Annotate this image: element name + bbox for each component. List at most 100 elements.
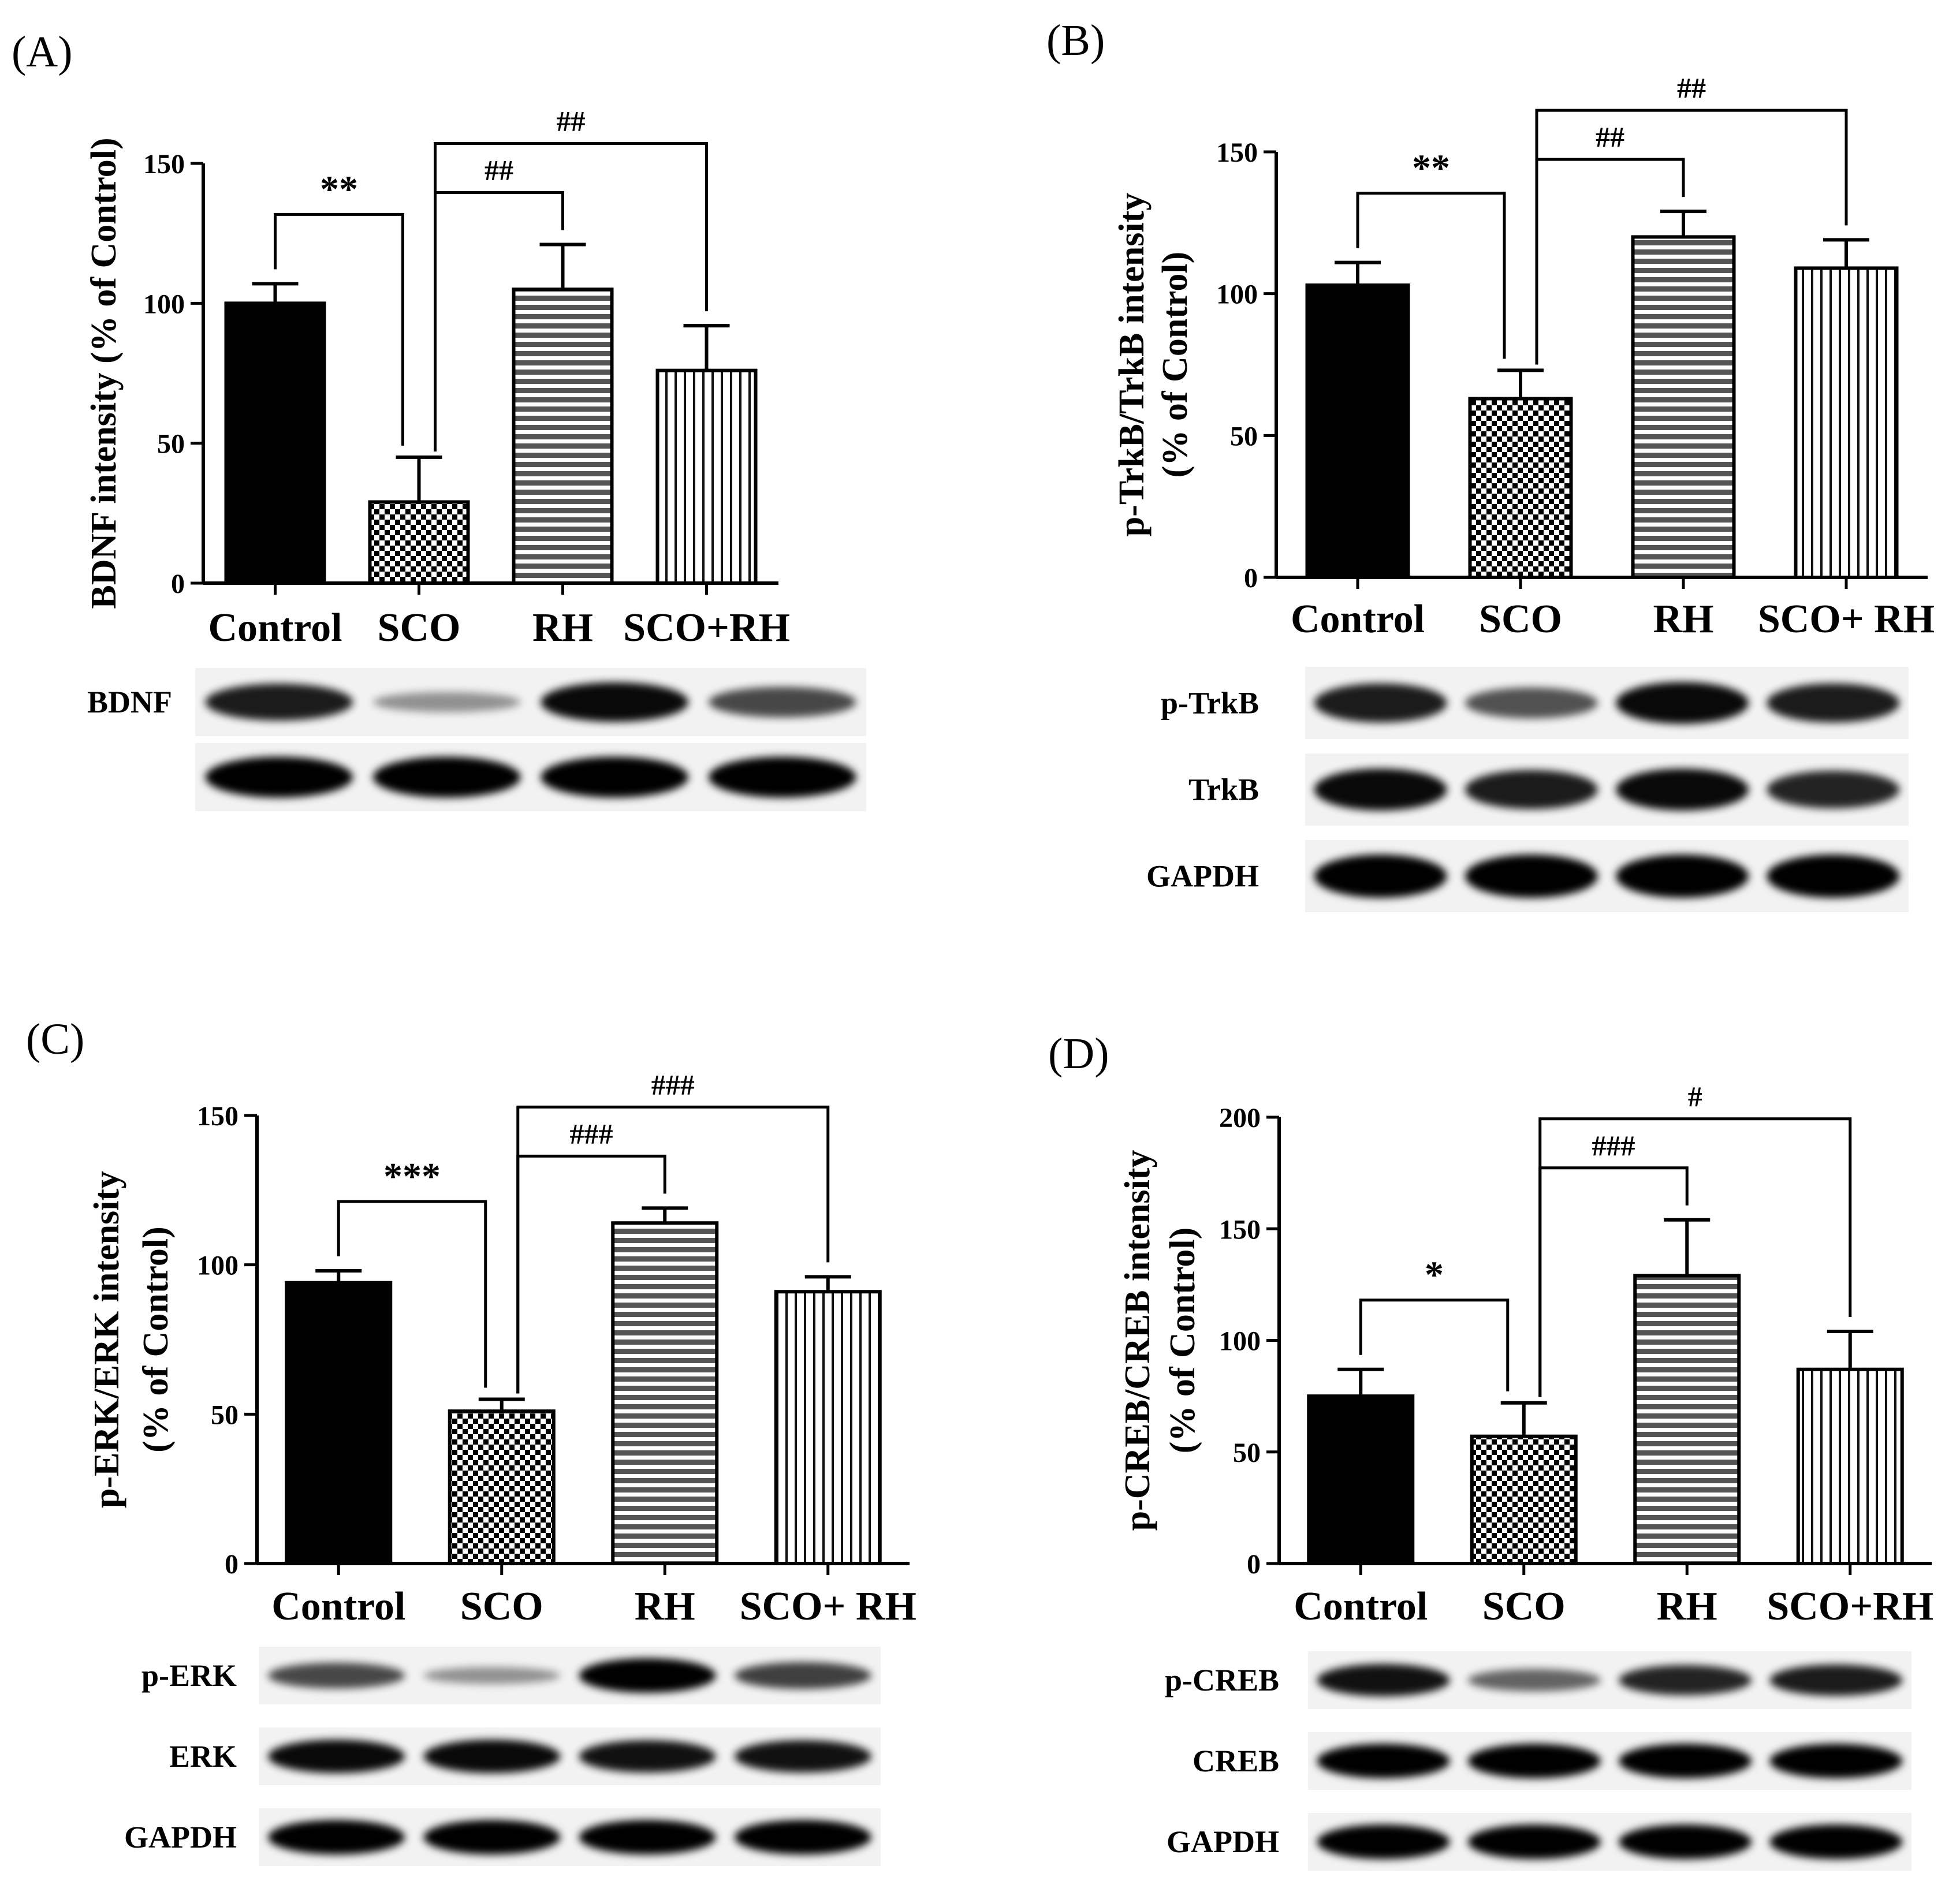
y-tick-label: 150 [1216, 137, 1258, 168]
panel-label: (A) [12, 28, 73, 76]
significance-label: ### [1592, 1129, 1635, 1162]
blot-band [1317, 1663, 1450, 1697]
x-tick-label: SCO+ RH [740, 1584, 916, 1629]
y-tick-label: 0 [171, 569, 185, 599]
blot-band [205, 683, 353, 721]
x-tick-label: SCO+RH [1767, 1584, 1933, 1629]
x-tick-label: SCO [460, 1584, 543, 1629]
blot-band [1767, 770, 1900, 809]
y-tick-label: 100 [197, 1251, 239, 1281]
y-tick-label: 0 [225, 1549, 239, 1580]
x-tick-label: RH [1657, 1584, 1717, 1629]
blot-band [1767, 683, 1900, 723]
bar-sco [1470, 1434, 1578, 1566]
bar-control [1305, 283, 1410, 579]
bar-control [224, 301, 326, 585]
significance-bracket [1359, 1299, 1510, 1391]
panel-d: (D) p-CREB/CREB intensity (% of Control) 0 5… [1048, 1029, 1933, 1871]
x-tick-label: RH [1653, 597, 1714, 641]
significance-label: ## [485, 154, 513, 186]
x-tick-label: Control [1291, 597, 1425, 641]
y-axis-label: p-TrkB/TrkB intensity [1112, 193, 1152, 536]
blot-band [1616, 855, 1749, 898]
panel-a: (A) BDNF intensity (% of Control) 0 50 100 15… [12, 28, 866, 811]
x-tick-label: SCO+RH [623, 606, 790, 650]
y-tick-label: 100 [143, 289, 185, 319]
significance-bracket [1535, 109, 1848, 365]
y-tick-label: 50 [1233, 1438, 1261, 1468]
y-axis-label: BDNF intensity (% of Control) [84, 137, 124, 609]
blot-label: p-CREB [1165, 1663, 1279, 1697]
significance-label: # [1688, 1080, 1702, 1113]
panel-label: (C) [26, 1015, 84, 1064]
blot-band [1467, 1669, 1601, 1692]
significance-label: ** [1412, 147, 1450, 189]
y-axis-label: (% of Control) [136, 1226, 176, 1452]
blot-band [1314, 855, 1447, 898]
y-tick-label: 50 [211, 1400, 239, 1430]
bar-rh [1633, 1274, 1741, 1566]
blot-band [1467, 1744, 1601, 1778]
blot-band [1619, 1665, 1752, 1696]
panel-label: (D) [1048, 1029, 1109, 1078]
blot-label: p-ERK [141, 1658, 237, 1693]
y-tick-label: 150 [1219, 1214, 1261, 1245]
blot-band [1314, 683, 1447, 723]
blot-label: ERK [169, 1739, 237, 1774]
blot-band [1769, 1824, 1903, 1859]
bar-scorh [655, 368, 758, 585]
bar-sco [368, 500, 470, 585]
blot-band [1616, 768, 1749, 811]
bar-control [1307, 1394, 1415, 1565]
blot-label: BDNF [87, 685, 172, 719]
y-tick-label: 200 [1219, 1103, 1261, 1133]
significance-label: * [1425, 1254, 1444, 1296]
significance-bracket [337, 1200, 487, 1388]
blot-band [1465, 687, 1598, 719]
x-tick-label: Control [1294, 1584, 1428, 1629]
bar-scorh [774, 1290, 882, 1565]
blot-band [372, 756, 521, 798]
blot-band [708, 756, 856, 798]
bar-rh [1631, 235, 1736, 579]
blot-band [708, 686, 856, 718]
blot-band [541, 756, 689, 798]
blot-band [1465, 855, 1598, 898]
significance-bracket [1538, 1117, 1852, 1397]
x-tick-label: SCO [1479, 597, 1562, 641]
x-tick-label: RH [635, 1584, 695, 1629]
panel-label: (B) [1046, 16, 1105, 65]
blot-band [268, 1662, 405, 1689]
y-axis-label: (% of Control) [1156, 252, 1195, 477]
significance-bracket [274, 212, 404, 446]
y-axis-label: (% of Control) [1163, 1227, 1202, 1453]
significance-label: ** [320, 168, 358, 210]
blot-band [372, 692, 521, 712]
blot-band [734, 1662, 871, 1689]
blot-band [1767, 855, 1900, 898]
y-tick-label: 150 [143, 149, 185, 180]
y-tick-label: 50 [1230, 421, 1258, 452]
significance-label: *** [383, 1155, 441, 1197]
blot-band [423, 1820, 561, 1855]
significance-label: ## [1677, 72, 1706, 104]
blot-band [1467, 1824, 1601, 1859]
x-tick-label: SCO+ RH [1758, 597, 1935, 641]
x-tick-label: Control [271, 1584, 405, 1629]
blot-band [1769, 1664, 1903, 1696]
blot-band [1619, 1824, 1752, 1859]
bar-scorh [1796, 1367, 1904, 1566]
blot-band [1769, 1744, 1903, 1778]
x-tick-label: RH [532, 606, 593, 650]
y-tick-label: 0 [1247, 1549, 1261, 1580]
x-tick-label: Control [208, 606, 342, 650]
blot-band [1317, 1744, 1450, 1778]
blot-band [1619, 1744, 1752, 1778]
y-tick-label: 50 [157, 429, 185, 460]
x-tick-label: SCO [1482, 1584, 1566, 1629]
y-axis-label: p-ERK/ERK intensity [87, 1171, 126, 1508]
panel-b: (B) p-TrkB/TrkB intensity (% of Control) 0 5… [1046, 16, 1935, 912]
blot-band [579, 1740, 716, 1773]
bar-sco [1468, 397, 1573, 580]
